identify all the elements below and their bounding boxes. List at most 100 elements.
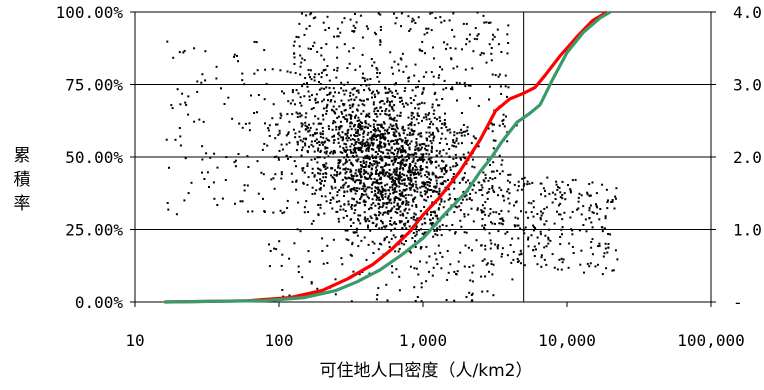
scatter-point [329, 192, 332, 195]
scatter-point [351, 154, 354, 157]
scatter-point [398, 147, 401, 150]
scatter-point [381, 187, 384, 190]
scatter-point [424, 222, 427, 225]
scatter-point [359, 198, 362, 201]
scatter-point [234, 202, 236, 205]
scatter-point [433, 116, 436, 119]
scatter-point [395, 130, 398, 133]
scatter-point [467, 133, 470, 136]
scatter-point [166, 202, 169, 204]
scatter-point [418, 132, 421, 135]
scatter-point [586, 262, 589, 265]
scatter-point [394, 135, 397, 138]
scatter-point [345, 137, 348, 140]
scatter-point [382, 137, 385, 140]
scatter-point [394, 160, 397, 163]
scatter-point [459, 209, 462, 212]
scatter-point [377, 172, 380, 175]
scatter-point [375, 136, 378, 139]
scatter-point [464, 157, 466, 160]
scatter-point [425, 199, 428, 202]
scatter-point [344, 176, 347, 179]
scatter-point [454, 205, 457, 208]
scatter-point [231, 117, 234, 120]
scatter-point [193, 47, 196, 50]
scatter-point [390, 202, 393, 205]
scatter-point [536, 213, 539, 215]
scatter-point [435, 127, 438, 130]
scatter-point [448, 156, 451, 158]
scatter-point [397, 148, 400, 151]
scatter-point [307, 130, 310, 133]
scatter-point [382, 133, 384, 136]
scatter-point [519, 227, 522, 230]
scatter-point [401, 99, 403, 102]
scatter-point [263, 98, 266, 101]
scatter-point [578, 229, 581, 232]
scatter-point [392, 182, 395, 185]
scatter-point [341, 263, 344, 266]
scatter-point [453, 181, 456, 184]
scatter-point [312, 45, 315, 48]
scatter-point [434, 214, 437, 217]
scatter-point [342, 147, 345, 149]
scatter-point [255, 41, 258, 44]
scatter-point [416, 147, 419, 150]
scatter-point [346, 120, 349, 123]
scatter-point [236, 54, 238, 57]
scatter-point [292, 128, 295, 131]
scatter-point [445, 152, 448, 155]
scatter-point [366, 154, 369, 157]
scatter-point [353, 30, 356, 33]
scatter-point [354, 181, 356, 184]
scatter-point [378, 182, 380, 185]
scatter-point [492, 294, 495, 297]
scatter-point [386, 132, 389, 135]
scatter-point [382, 211, 385, 214]
scatter-point [283, 211, 286, 214]
scatter-point [486, 192, 489, 195]
scatter-point [404, 222, 407, 225]
scatter-point [501, 159, 504, 162]
scatter-point [385, 163, 388, 166]
scatter-point [442, 182, 444, 185]
scatter-point [410, 153, 413, 156]
scatter-point [390, 118, 393, 121]
scatter-point [350, 205, 353, 208]
scatter-point [362, 132, 365, 135]
scatter-point [433, 189, 435, 192]
scatter-point [368, 89, 371, 92]
scatter-point [507, 210, 510, 213]
scatter-point [460, 131, 463, 134]
scatter-point [425, 152, 428, 155]
scatter-point [349, 117, 352, 120]
scatter-point [413, 74, 416, 77]
scatter-point [328, 127, 330, 130]
scatter-point [376, 68, 379, 71]
scatter-point [391, 91, 394, 94]
scatter-point [375, 33, 377, 36]
scatter-point [517, 185, 520, 188]
scatter-point [361, 140, 364, 143]
scatter-point [547, 242, 550, 245]
scatter-point [310, 143, 313, 146]
scatter-point [332, 122, 334, 125]
scatter-point [420, 101, 423, 104]
scatter-point [427, 173, 430, 175]
scatter-point [502, 118, 505, 121]
scatter-point [346, 148, 349, 151]
scatter-point [369, 124, 372, 127]
scatter-point [336, 66, 339, 69]
scatter-point [556, 268, 559, 271]
scatter-point [301, 146, 304, 149]
scatter-point [366, 157, 369, 160]
scatter-point [419, 148, 422, 151]
scatter-point [449, 197, 452, 200]
scatter-point [279, 209, 282, 212]
scatter-point [414, 300, 417, 302]
scatter-point [321, 114, 324, 116]
scatter-point [376, 71, 379, 74]
scatter-point [545, 206, 548, 209]
scatter-point [314, 115, 317, 118]
scatter-point [281, 253, 284, 256]
